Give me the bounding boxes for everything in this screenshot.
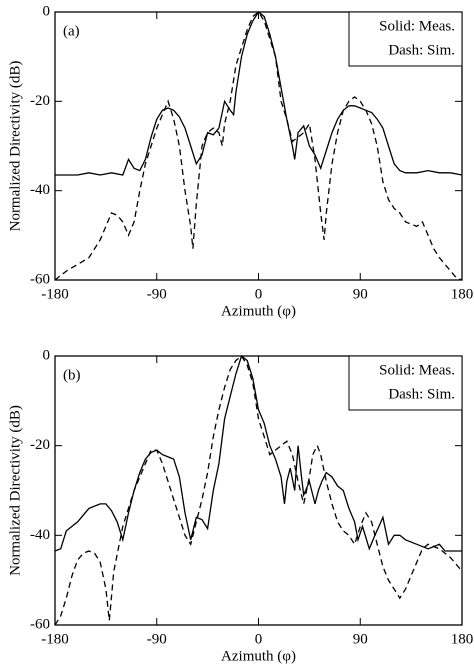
x-tick-label: 0 <box>255 286 263 302</box>
x-tick-label: 180 <box>451 631 474 647</box>
y-tick-label: 0 <box>43 347 51 363</box>
panel-label: (a) <box>63 23 80 39</box>
y-tick-label: -20 <box>30 93 50 109</box>
x-tick-label: 90 <box>353 631 368 647</box>
legend-entry: Solid: Meas. <box>379 362 455 378</box>
x-tick-label: 90 <box>353 286 368 302</box>
series-line <box>54 11 463 281</box>
y-tick-label: 0 <box>43 3 51 19</box>
y-tick-label: -60 <box>30 616 50 632</box>
x-tick-label: 0 <box>255 631 263 647</box>
legend-entry: Dash: Sim. <box>388 42 455 58</box>
x-tick-label: -180 <box>41 631 69 647</box>
legend-entry: Solid: Meas. <box>379 18 455 34</box>
series-line <box>54 354 462 552</box>
series-line <box>54 355 463 626</box>
x-axis-label: Azimuth (φ) <box>221 648 296 664</box>
y-tick-label: -60 <box>30 271 50 287</box>
y-axis-label: Normalized Directivity (dB) <box>7 61 23 232</box>
x-tick-label: -90 <box>147 286 167 302</box>
x-axis-label: Azimuth (φ) <box>221 303 296 319</box>
y-tick-label: -40 <box>30 527 50 543</box>
x-tick-label: -90 <box>147 631 167 647</box>
x-tick-label: 180 <box>451 286 474 302</box>
y-tick-label: -40 <box>30 182 50 198</box>
legend-box <box>348 355 463 411</box>
legend-entry: Dash: Sim. <box>388 386 455 402</box>
y-tick-label: -20 <box>30 437 50 453</box>
x-tick-label: -180 <box>41 286 69 302</box>
panel-label: (b) <box>63 367 81 383</box>
y-axis-label: Normalized Directivity (dB) <box>7 405 23 576</box>
legend-box <box>348 11 463 67</box>
series-line <box>55 11 463 176</box>
